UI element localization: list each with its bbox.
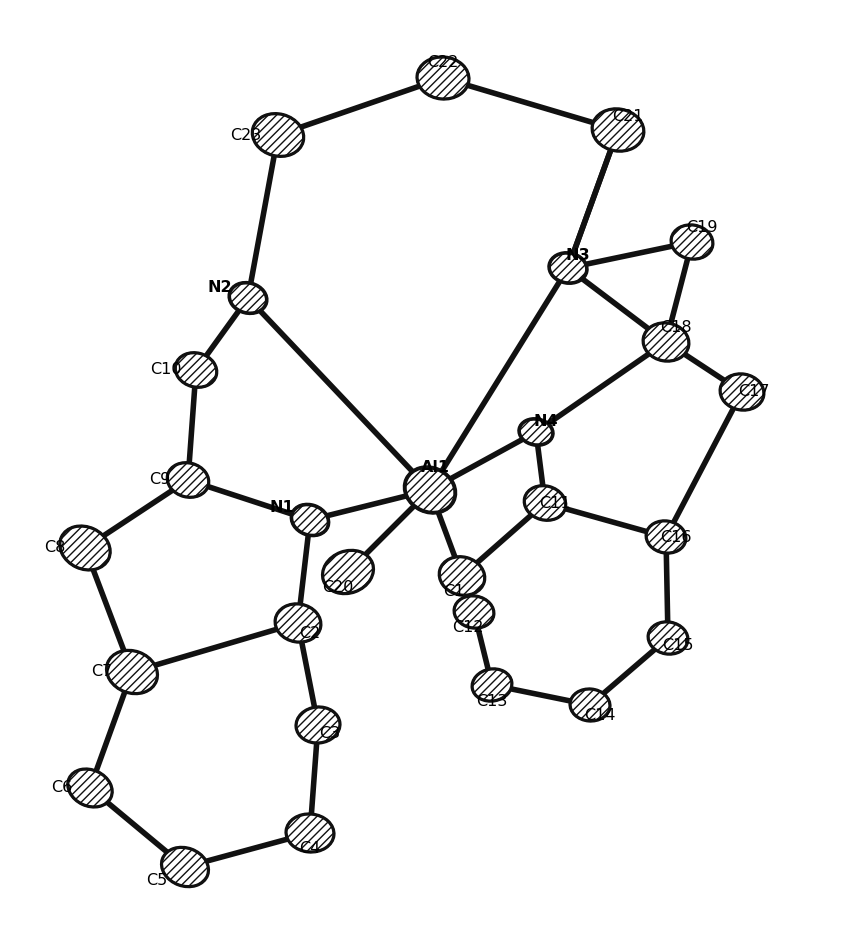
Text: C12: C12 bbox=[452, 621, 483, 636]
Ellipse shape bbox=[472, 669, 511, 701]
Text: C5: C5 bbox=[146, 873, 167, 888]
Ellipse shape bbox=[275, 604, 320, 642]
Ellipse shape bbox=[286, 814, 333, 852]
Text: C3: C3 bbox=[319, 726, 340, 741]
Text: Al1: Al1 bbox=[420, 461, 449, 476]
Text: N4: N4 bbox=[533, 414, 558, 429]
Text: C22: C22 bbox=[427, 54, 458, 69]
Ellipse shape bbox=[719, 374, 763, 410]
Ellipse shape bbox=[518, 419, 552, 445]
Ellipse shape bbox=[417, 57, 468, 99]
Ellipse shape bbox=[175, 352, 216, 387]
Ellipse shape bbox=[68, 769, 112, 807]
Ellipse shape bbox=[642, 323, 688, 361]
Text: C19: C19 bbox=[685, 221, 717, 236]
Text: C14: C14 bbox=[584, 708, 615, 723]
Text: N2: N2 bbox=[208, 280, 232, 295]
Text: C1: C1 bbox=[443, 584, 464, 599]
Ellipse shape bbox=[671, 224, 712, 259]
Text: C8: C8 bbox=[44, 540, 65, 555]
Ellipse shape bbox=[454, 596, 493, 628]
Ellipse shape bbox=[592, 108, 643, 151]
Ellipse shape bbox=[646, 521, 685, 554]
Text: C7: C7 bbox=[91, 665, 113, 680]
Ellipse shape bbox=[439, 556, 484, 596]
Ellipse shape bbox=[59, 526, 110, 570]
Text: C20: C20 bbox=[322, 581, 353, 596]
Ellipse shape bbox=[107, 651, 158, 694]
Text: C10: C10 bbox=[150, 363, 182, 378]
Text: N3: N3 bbox=[565, 249, 590, 264]
Ellipse shape bbox=[523, 485, 565, 520]
Ellipse shape bbox=[295, 707, 339, 743]
Text: C4: C4 bbox=[299, 842, 320, 856]
Text: C16: C16 bbox=[660, 529, 691, 544]
Ellipse shape bbox=[291, 505, 328, 536]
Ellipse shape bbox=[647, 622, 687, 654]
Ellipse shape bbox=[167, 463, 208, 497]
Text: C2: C2 bbox=[299, 626, 320, 640]
Text: C13: C13 bbox=[476, 694, 507, 709]
Text: C15: C15 bbox=[661, 639, 693, 654]
Text: C17: C17 bbox=[737, 384, 769, 399]
Ellipse shape bbox=[229, 282, 266, 313]
Ellipse shape bbox=[569, 689, 610, 721]
Text: C6: C6 bbox=[52, 781, 72, 796]
Text: N1: N1 bbox=[269, 500, 294, 515]
Text: C11: C11 bbox=[539, 496, 570, 511]
Text: C18: C18 bbox=[660, 321, 691, 336]
Text: C21: C21 bbox=[611, 108, 643, 123]
Ellipse shape bbox=[548, 252, 586, 283]
Ellipse shape bbox=[322, 551, 373, 594]
Ellipse shape bbox=[404, 468, 455, 512]
Text: C9: C9 bbox=[149, 472, 170, 487]
Ellipse shape bbox=[252, 114, 303, 156]
Text: C23: C23 bbox=[230, 127, 262, 142]
Ellipse shape bbox=[161, 847, 208, 886]
